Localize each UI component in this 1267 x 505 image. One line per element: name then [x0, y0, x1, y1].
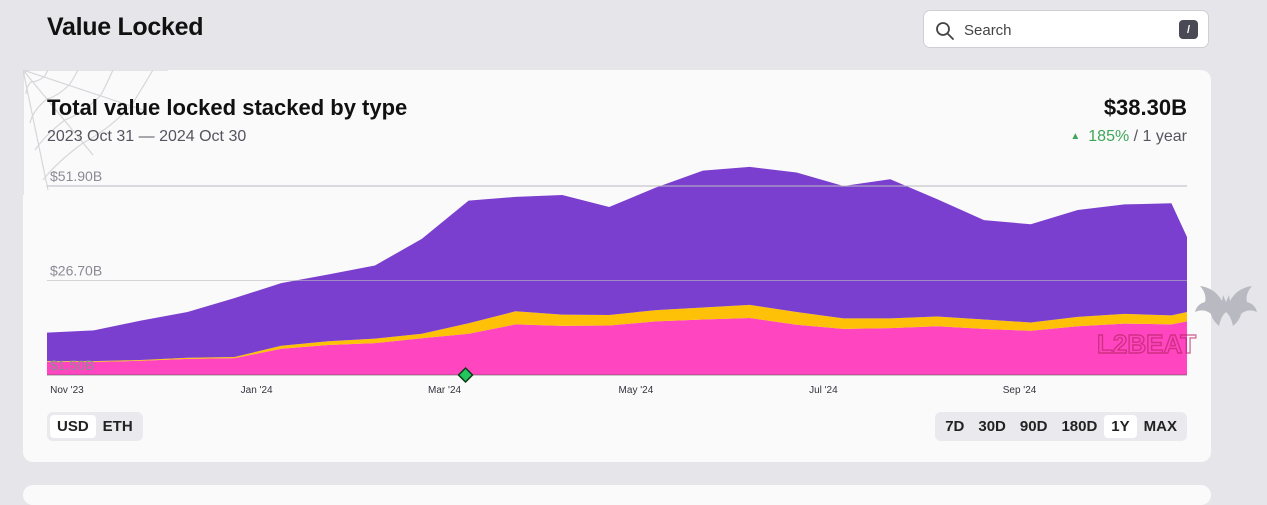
currency-eth-button[interactable]: ETH: [102, 418, 133, 435]
chart-title: Total value locked stacked by type: [47, 95, 408, 120]
area-series-1: [47, 304, 1187, 362]
search-input[interactable]: [962, 19, 1166, 41]
x-tick-label: Mar '24: [428, 385, 461, 396]
area-series-2: [47, 166, 1187, 362]
y-tick-label: $1.50B: [50, 357, 94, 373]
search-shortcut-key: /: [1179, 20, 1198, 39]
search-box[interactable]: /: [923, 10, 1209, 48]
l2beat-watermark: L2BEAT: [1096, 328, 1197, 359]
event-diamond-marker[interactable]: [457, 366, 474, 384]
range-selector: 7D 30D 90D 180D 1Y MAX: [935, 412, 1187, 441]
range-7d-button[interactable]: 7D: [945, 418, 965, 435]
currency-usd-button[interactable]: USD: [50, 415, 96, 438]
value-change: ▲ 185% / 1 year: [1070, 128, 1187, 146]
x-tick-label: Sep '24: [1003, 385, 1037, 396]
total-value: $38.30B: [1103, 95, 1187, 120]
change-period: / 1 year: [1133, 128, 1187, 145]
page-title: Value Locked: [47, 13, 204, 41]
area-series-0: [47, 318, 1187, 375]
range-90d-button[interactable]: 90D: [1019, 418, 1048, 435]
search-icon: [936, 22, 954, 40]
date-range: 2023 Oct 31 — 2024 Oct 30: [47, 128, 247, 145]
next-card: [23, 485, 1211, 505]
stacked-area-chart[interactable]: $51.90B $26.70B $1.50B L2BEAT Nov '23 Jan '…: [47, 165, 1197, 405]
range-1y-button[interactable]: 1Y: [1104, 415, 1137, 438]
range-30d-button[interactable]: 30D: [978, 418, 1006, 435]
x-tick-label: Jul '24: [809, 385, 838, 396]
x-tick-label: Nov '23: [50, 385, 84, 396]
y-tick-label: $51.90B: [50, 168, 102, 184]
spiderweb-decoration: [23, 70, 168, 195]
change-percent: 185%: [1088, 128, 1130, 145]
currency-toggle: USD ETH: [47, 412, 143, 441]
bat-decoration: [1195, 286, 1257, 326]
x-tick-label: Jan '24: [241, 385, 273, 396]
watermark-text: L2BEAT: [1097, 329, 1196, 359]
tvl-chart-card: Total value locked stacked by type 2023 …: [23, 70, 1211, 462]
range-max-button[interactable]: MAX: [1143, 418, 1177, 435]
up-arrow-icon: ▲: [1070, 131, 1081, 142]
range-180d-button[interactable]: 180D: [1061, 418, 1098, 435]
y-tick-label: $26.70B: [50, 263, 102, 279]
x-tick-label: May '24: [619, 385, 654, 396]
